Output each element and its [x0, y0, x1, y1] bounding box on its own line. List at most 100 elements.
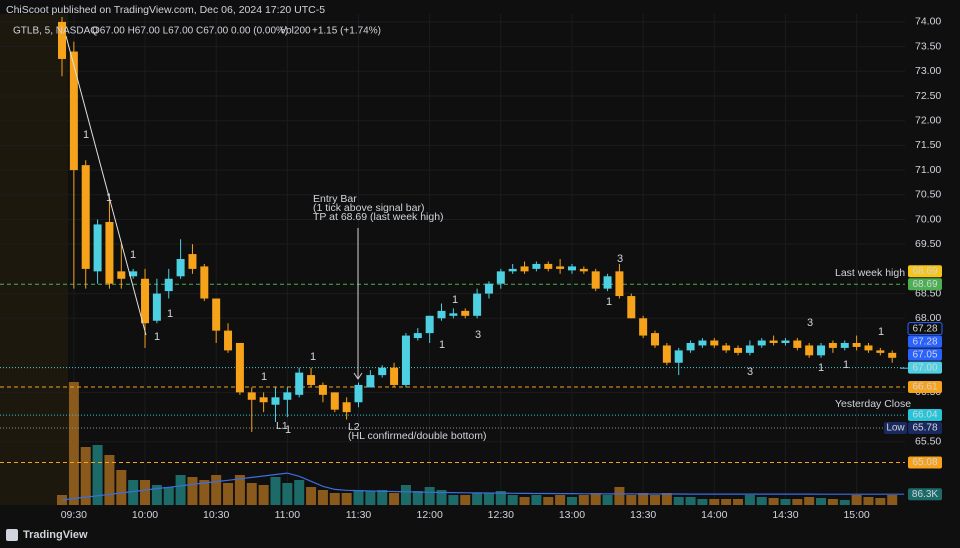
- candle-body: [141, 278, 150, 324]
- volume-bar: [211, 475, 222, 505]
- candle-body: [390, 367, 399, 385]
- volume-bar: [341, 493, 352, 505]
- l2-note: (HL confirmed/double bottom): [348, 430, 487, 442]
- volume-bar: [626, 495, 637, 505]
- volume-bar: [400, 485, 411, 505]
- candle-body: [212, 298, 221, 331]
- y-tick-label: 72.50: [915, 90, 941, 102]
- volume-bar: [673, 497, 684, 505]
- price-label-box: [908, 421, 942, 434]
- x-tick-label: 11:00: [275, 509, 301, 521]
- footer-brand: TradingView: [23, 529, 88, 541]
- candle-body: [662, 345, 671, 363]
- x-tick-label: 13:00: [559, 509, 585, 521]
- price-label: 68.69: [912, 266, 937, 277]
- entry-note: Entry Bar: [313, 193, 357, 205]
- candle-body: [532, 263, 541, 269]
- candle-body: [117, 271, 126, 279]
- volume-bar: [875, 498, 886, 505]
- count-marker: 1: [130, 249, 136, 261]
- volume-pane: [57, 382, 910, 505]
- publish-header: ChiScoot published on TradingView.com, D…: [6, 4, 325, 16]
- candle-body: [627, 296, 636, 319]
- candle-body: [129, 271, 138, 277]
- volume-bar: [223, 483, 234, 505]
- volume-bar: [92, 445, 103, 505]
- volume-bar: [827, 499, 838, 505]
- volume-bar: [317, 490, 328, 505]
- entry-note: TP at 68.69 (last week high): [313, 211, 444, 223]
- x-tick-label: 10:30: [203, 509, 229, 521]
- volume-bar: [839, 500, 850, 505]
- volume-bar: [365, 491, 376, 505]
- volume-bar: [282, 483, 293, 505]
- count-marker: 3: [617, 253, 623, 265]
- volume-bar: [555, 495, 566, 505]
- y-tick-label: 65.50: [915, 436, 941, 448]
- y-tick-label: 71.50: [915, 139, 941, 151]
- price-label: 67.00: [912, 362, 937, 373]
- price-label: 66.04: [912, 410, 937, 421]
- price-label-box: [908, 335, 942, 348]
- count-marker: 1: [106, 192, 112, 204]
- y-tick-label: 68.50: [915, 287, 941, 299]
- volume-bar: [792, 499, 803, 505]
- symbol: GTLB, 5, NASDAQ: [13, 26, 98, 37]
- level-label: Last week high: [835, 267, 905, 279]
- volume-bar: [306, 487, 317, 505]
- candle-body: [449, 313, 458, 316]
- volume-bar: [460, 495, 471, 505]
- candle-body: [200, 266, 209, 299]
- candle-body: [639, 318, 648, 336]
- entry-note: (1 tick above signal bar): [313, 202, 424, 214]
- count-marker: 1: [878, 326, 884, 338]
- volume-bar: [566, 497, 577, 505]
- volume-bar: [436, 490, 447, 505]
- count-marker: 1: [167, 308, 173, 320]
- candle-body: [793, 340, 802, 348]
- volume-bar: [187, 477, 198, 505]
- volume-bar: [377, 490, 388, 505]
- candle-body: [567, 266, 576, 271]
- price-label: 65.08: [912, 457, 937, 468]
- candle-body: [496, 271, 505, 284]
- candle-body: [188, 254, 197, 269]
- volume-bar: [638, 493, 649, 505]
- count-marker: 1: [818, 362, 824, 374]
- price-label-box: [908, 380, 942, 393]
- candle-body: [508, 268, 517, 272]
- x-tick-label: 14:30: [772, 509, 798, 521]
- candle-body: [484, 283, 493, 294]
- volume-bar: [234, 475, 245, 505]
- candle-body: [58, 21, 66, 59]
- volume-bar: [258, 485, 269, 505]
- count-marker: 1: [310, 351, 316, 363]
- candle-body: [401, 335, 410, 385]
- volume-bar: [80, 447, 91, 505]
- y-tick-label: 74.00: [915, 16, 941, 28]
- y-tick-label: 69.50: [915, 238, 941, 250]
- y-tick-label: 73.50: [915, 40, 941, 52]
- y-tick-label: 70.50: [915, 189, 941, 201]
- candle-body: [176, 259, 185, 277]
- price-label-box: [908, 456, 942, 469]
- volume-bar: [650, 495, 660, 505]
- price-label-box: [908, 278, 942, 291]
- price-label: 65.78: [912, 423, 937, 434]
- volume-bar: [816, 498, 827, 505]
- candle-body: [69, 51, 78, 171]
- annotations: Entry Bar (1 tick above signal bar) TP a…: [65, 35, 884, 442]
- volume-bar: [744, 495, 755, 505]
- x-tick-label: 11:30: [346, 509, 372, 521]
- volume-bar: [721, 499, 732, 505]
- volume-bar: [163, 487, 174, 505]
- x-tick-label: 15:00: [843, 509, 869, 521]
- candle-body: [828, 342, 837, 348]
- volume-bar: [246, 483, 257, 505]
- entry-arrow-head: [353, 372, 363, 380]
- candle-body: [864, 345, 873, 351]
- candle-body: [722, 345, 731, 351]
- volume-bar: [116, 470, 127, 505]
